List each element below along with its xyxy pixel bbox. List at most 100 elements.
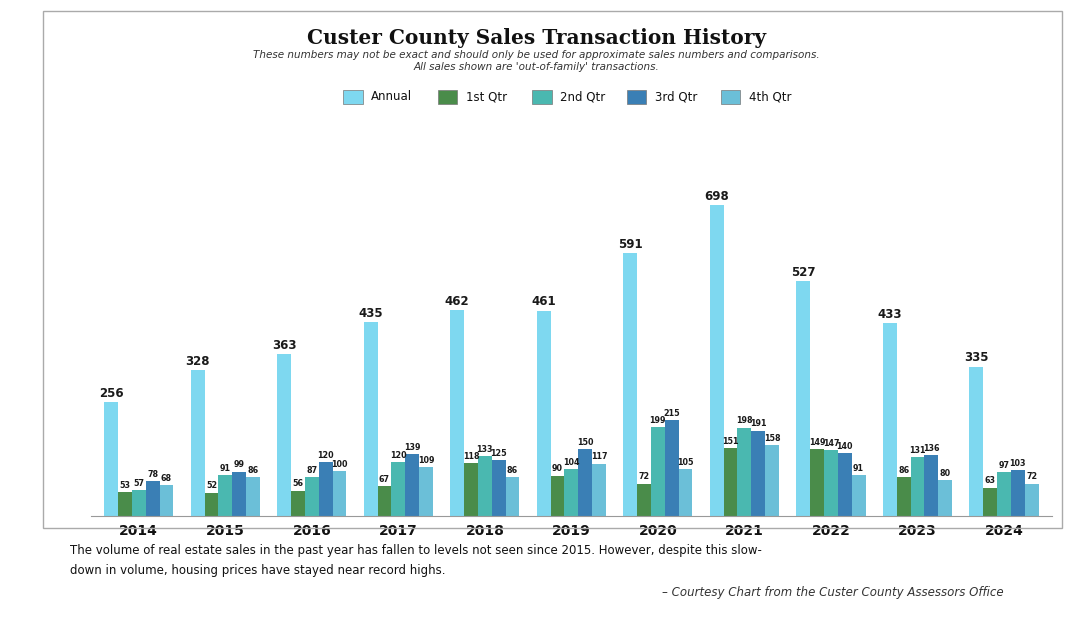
Bar	[765, 446, 779, 516]
Text: 109: 109	[417, 456, 435, 465]
Text: 698: 698	[704, 190, 729, 203]
Text: 105: 105	[677, 458, 694, 467]
Text: 215: 215	[663, 409, 680, 418]
Text: 97: 97	[999, 461, 1010, 470]
Text: 2nd Qtr: 2nd Qtr	[560, 91, 605, 103]
Text: 80: 80	[940, 469, 951, 478]
Bar	[277, 354, 291, 516]
Text: 133: 133	[476, 445, 494, 454]
Bar	[319, 462, 333, 516]
Text: The volume of real estate sales in the past year has fallen to levels not seen s: The volume of real estate sales in the p…	[70, 544, 762, 557]
Bar	[852, 475, 866, 516]
Text: 328: 328	[186, 354, 210, 367]
Text: 118: 118	[462, 452, 480, 461]
Text: 52: 52	[206, 481, 217, 490]
Bar	[592, 464, 606, 516]
Text: 527: 527	[791, 266, 815, 279]
Text: down in volume, housing prices have stayed near record highs.: down in volume, housing prices have stay…	[70, 564, 445, 577]
Bar	[911, 458, 924, 516]
Text: 363: 363	[271, 339, 296, 352]
Bar	[491, 460, 505, 516]
Text: 1st Qtr: 1st Qtr	[466, 91, 506, 103]
Text: 104: 104	[563, 458, 579, 467]
Bar	[160, 486, 174, 516]
Bar	[723, 449, 737, 516]
Text: 86: 86	[506, 466, 518, 475]
Text: 433: 433	[878, 308, 902, 321]
Bar	[477, 456, 491, 516]
Text: 147: 147	[823, 439, 839, 448]
Bar	[191, 370, 205, 516]
Bar	[364, 322, 378, 516]
Bar	[983, 488, 997, 516]
Bar	[378, 486, 392, 516]
Bar	[969, 367, 983, 516]
Bar	[737, 428, 751, 516]
Text: 191: 191	[750, 419, 766, 429]
Bar	[550, 476, 564, 516]
Text: 103: 103	[1010, 459, 1026, 468]
Text: 53: 53	[119, 481, 131, 490]
Text: Annual: Annual	[371, 91, 412, 103]
Bar	[505, 478, 519, 516]
Bar	[637, 484, 651, 516]
Text: 72: 72	[1026, 472, 1038, 481]
Text: These numbers may not be exact and should only be used for approximate sales num: These numbers may not be exact and shoul…	[253, 50, 820, 60]
Text: 120: 120	[389, 451, 407, 460]
Bar	[883, 323, 897, 516]
Bar	[796, 281, 810, 516]
Bar	[132, 490, 146, 516]
Text: 91: 91	[220, 464, 231, 473]
Bar	[665, 420, 678, 516]
Bar	[564, 469, 578, 516]
Bar	[623, 253, 637, 516]
Bar	[751, 431, 765, 516]
Bar	[232, 472, 246, 516]
Text: 68: 68	[161, 474, 172, 483]
Text: 136: 136	[923, 444, 940, 453]
Text: 72: 72	[638, 472, 649, 481]
Text: 149: 149	[809, 438, 825, 447]
Text: 158: 158	[764, 434, 780, 443]
Bar	[420, 467, 432, 516]
Text: 150: 150	[577, 438, 593, 447]
Bar	[1025, 484, 1039, 516]
Bar	[1011, 470, 1025, 516]
Bar	[406, 454, 420, 516]
Bar	[536, 311, 550, 516]
Text: 100: 100	[332, 460, 348, 469]
Bar	[578, 449, 592, 516]
Text: 151: 151	[722, 438, 739, 446]
Bar	[392, 462, 406, 516]
Bar	[897, 478, 911, 516]
Bar	[651, 427, 665, 516]
Bar	[118, 492, 132, 516]
Text: 3rd Qtr: 3rd Qtr	[655, 91, 696, 103]
Text: 435: 435	[358, 307, 383, 320]
Text: 90: 90	[552, 464, 563, 473]
Bar	[305, 477, 319, 516]
Text: 591: 591	[618, 238, 643, 251]
Text: 120: 120	[318, 451, 334, 460]
Bar	[291, 491, 305, 516]
Text: 199: 199	[649, 416, 666, 425]
Text: 57: 57	[133, 479, 144, 488]
Text: 461: 461	[531, 296, 556, 308]
Text: – Courtesy Chart from the Custer County Assessors Office: – Courtesy Chart from the Custer County …	[662, 586, 1003, 599]
Bar	[824, 450, 838, 516]
Text: 117: 117	[591, 452, 607, 461]
Text: 87: 87	[306, 466, 318, 475]
Bar	[678, 469, 692, 516]
Bar	[333, 471, 347, 516]
Text: 86: 86	[248, 466, 259, 475]
Bar	[997, 472, 1011, 516]
Bar	[938, 480, 952, 516]
Bar	[465, 463, 477, 516]
Bar	[146, 481, 160, 516]
Text: 125: 125	[490, 449, 508, 458]
Text: All sales shown are 'out-of-family' transactions.: All sales shown are 'out-of-family' tran…	[413, 62, 660, 72]
Text: 4th Qtr: 4th Qtr	[749, 91, 792, 103]
Bar	[246, 478, 260, 516]
Text: 139: 139	[403, 442, 421, 452]
Bar	[838, 453, 852, 516]
